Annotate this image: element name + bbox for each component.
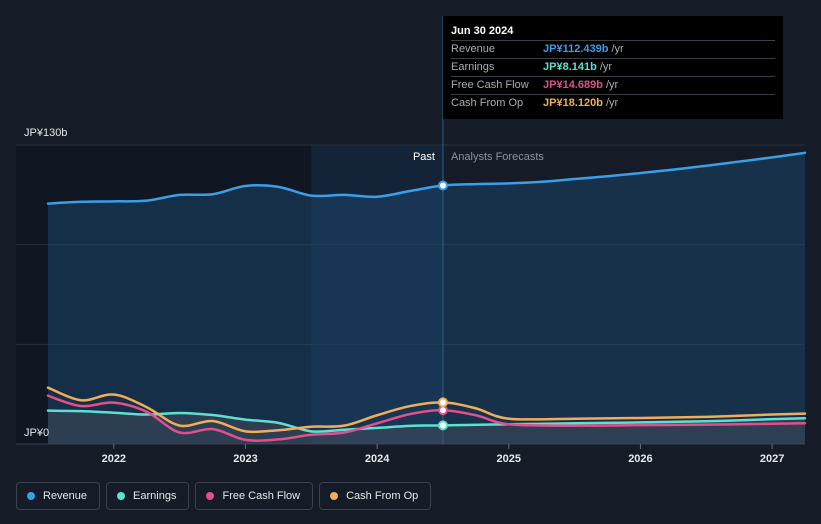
revenue-area: [48, 152, 805, 444]
cash-from-op-marker: [437, 397, 448, 408]
tooltip-row: Revenue JP¥112.439b/yr: [451, 40, 775, 58]
legend-label: Earnings: [133, 490, 177, 502]
legend-item-cash-from-op[interactable]: Cash From Op: [319, 482, 432, 510]
tooltip-row-label: Free Cash Flow: [451, 79, 529, 91]
x-tick-label: 2022: [102, 453, 126, 465]
tooltip-row-unit: /yr: [605, 79, 619, 91]
legend-label: Revenue: [43, 490, 88, 502]
past-label: Past: [413, 151, 435, 163]
tooltip-row: Earnings JP¥8.141b/yr: [451, 58, 775, 76]
x-tick-label: 2027: [760, 453, 784, 465]
tooltip-row-label: Earnings: [451, 61, 495, 73]
revenue-marker: [437, 180, 448, 191]
legend-label: Free Cash Flow: [222, 490, 301, 502]
tooltip-row-label: Cash From Op: [451, 97, 524, 109]
legend: Revenue Earnings Free Cash Flow Cash From O…: [16, 482, 432, 510]
tooltip-row-value: JP¥112.439b: [543, 43, 609, 55]
current-value-markers: [437, 180, 448, 431]
tooltip: Jun 30 2024 Revenue JP¥112.439b/yr Earning…: [443, 16, 783, 119]
x-tick-label: 2026: [628, 453, 652, 465]
x-tick-label: 2025: [497, 453, 521, 465]
legend-dot-icon: [206, 492, 215, 500]
tooltip-row-unit: /yr: [599, 61, 613, 73]
tooltip-row: Cash From Op JP¥18.120b/yr: [451, 94, 775, 112]
tooltip-row-label: Revenue: [451, 43, 496, 55]
legend-item-revenue[interactable]: Revenue: [16, 482, 101, 510]
legend-label: Cash From Op: [346, 490, 419, 502]
tooltip-row: Free Cash Flow JP¥14.689b/yr: [451, 76, 775, 94]
cash-from-op-line: [46, 386, 807, 434]
tooltip-row-value: JP¥14.689b: [543, 79, 603, 91]
tooltip-row-value: JP¥8.141b: [543, 61, 597, 73]
legend-dot-icon: [27, 492, 35, 500]
forecast-label: Analysts Forecasts: [451, 151, 544, 163]
tooltip-date: Jun 30 2024: [451, 25, 514, 37]
free-cash-flow-line: [46, 394, 807, 442]
tooltip-row-unit: /yr: [605, 97, 619, 109]
legend-item-free-cash-flow[interactable]: Free Cash Flow: [195, 482, 314, 510]
series-lines: [46, 151, 807, 442]
legend-item-earnings[interactable]: Earnings: [106, 482, 190, 510]
x-tick-label: 2024: [365, 453, 390, 465]
free-cash-flow-marker: [437, 405, 448, 416]
tooltip-row-unit: /yr: [611, 43, 624, 55]
grid-lines: [16, 144, 805, 445]
x-tick-label: 2023: [233, 453, 257, 465]
y-axis-bottom-label: JP¥0: [24, 427, 49, 439]
earnings-line: [46, 409, 807, 433]
revenue-line: [46, 151, 807, 205]
y-axis-top-label: JP¥130b: [24, 127, 67, 139]
tooltip-row-value: JP¥18.120b: [543, 97, 603, 109]
legend-dot-icon: [330, 492, 339, 500]
tooltip-rows: Revenue JP¥112.439b/yr Earnings JP¥8.141b/y…: [451, 40, 775, 112]
x-axis-ticks: 2022 2023 2024 2025 2026 2027: [102, 444, 784, 465]
legend-dot-icon: [117, 492, 126, 500]
earnings-marker: [437, 420, 448, 431]
